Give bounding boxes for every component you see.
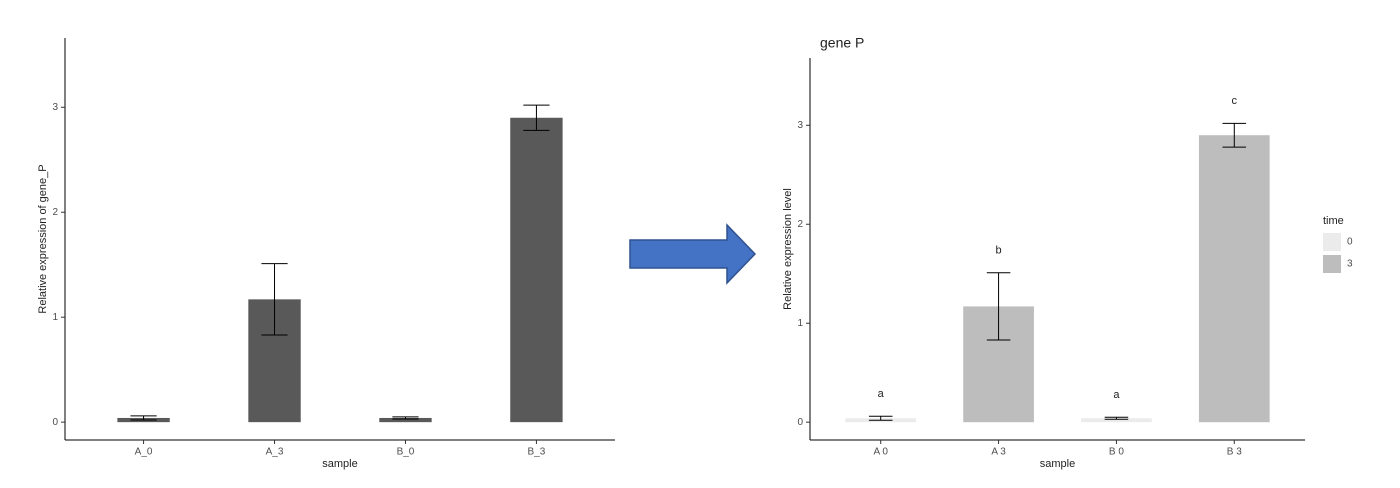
y-axis-label: Relative expression level: [782, 188, 794, 310]
error-bar: [986, 272, 1011, 341]
y-tick-label: 1: [52, 312, 58, 323]
arrow: [629, 223, 757, 285]
x-tick-label: A 0: [873, 447, 888, 458]
significance-letter: b: [996, 245, 1002, 257]
error-bar: [130, 415, 157, 421]
bar: [1081, 418, 1152, 423]
legend-swatch: [1323, 233, 1341, 251]
bar: [379, 417, 432, 423]
x-tick-label: B_0: [397, 447, 415, 458]
bar: [1198, 135, 1270, 423]
legend-title: time: [1323, 215, 1344, 227]
x-tick-label: A_3: [266, 447, 284, 458]
y-tick-label: 1: [797, 318, 803, 329]
y-tick-label: 0: [797, 417, 803, 428]
significance-letter: a: [1113, 389, 1120, 401]
significance-letter: a: [878, 388, 885, 400]
error-bar: [1222, 122, 1247, 148]
x-tick-label: B 0: [1109, 447, 1124, 458]
y-tick-label: 2: [797, 219, 803, 230]
significance-letter: c: [1232, 95, 1238, 107]
x-tick-label: A_0: [135, 447, 153, 458]
chart-title: gene P: [820, 35, 864, 51]
error-bar: [523, 104, 550, 131]
error-bar: [868, 415, 893, 421]
y-tick-label: 3: [797, 120, 803, 131]
y-tick-label: 3: [52, 102, 58, 113]
error-bar: [392, 416, 419, 420]
x-axis-label: sample: [1040, 458, 1075, 470]
error-bar: [1104, 416, 1129, 420]
legend-label: 0: [1347, 237, 1353, 248]
bar: [510, 117, 563, 423]
y-axis-label: Relative expression of gene_P: [37, 164, 49, 313]
y-tick-label: 0: [52, 417, 58, 428]
x-axis-label: sample: [322, 458, 357, 470]
x-tick-label: B 3: [1227, 447, 1242, 458]
x-tick-label: B_3: [528, 447, 546, 458]
error-bar: [261, 263, 288, 336]
x-tick-label: A 3: [991, 447, 1006, 458]
legend-swatch: [1323, 255, 1341, 273]
legend-label: 3: [1347, 259, 1353, 270]
y-tick-label: 2: [52, 207, 58, 218]
